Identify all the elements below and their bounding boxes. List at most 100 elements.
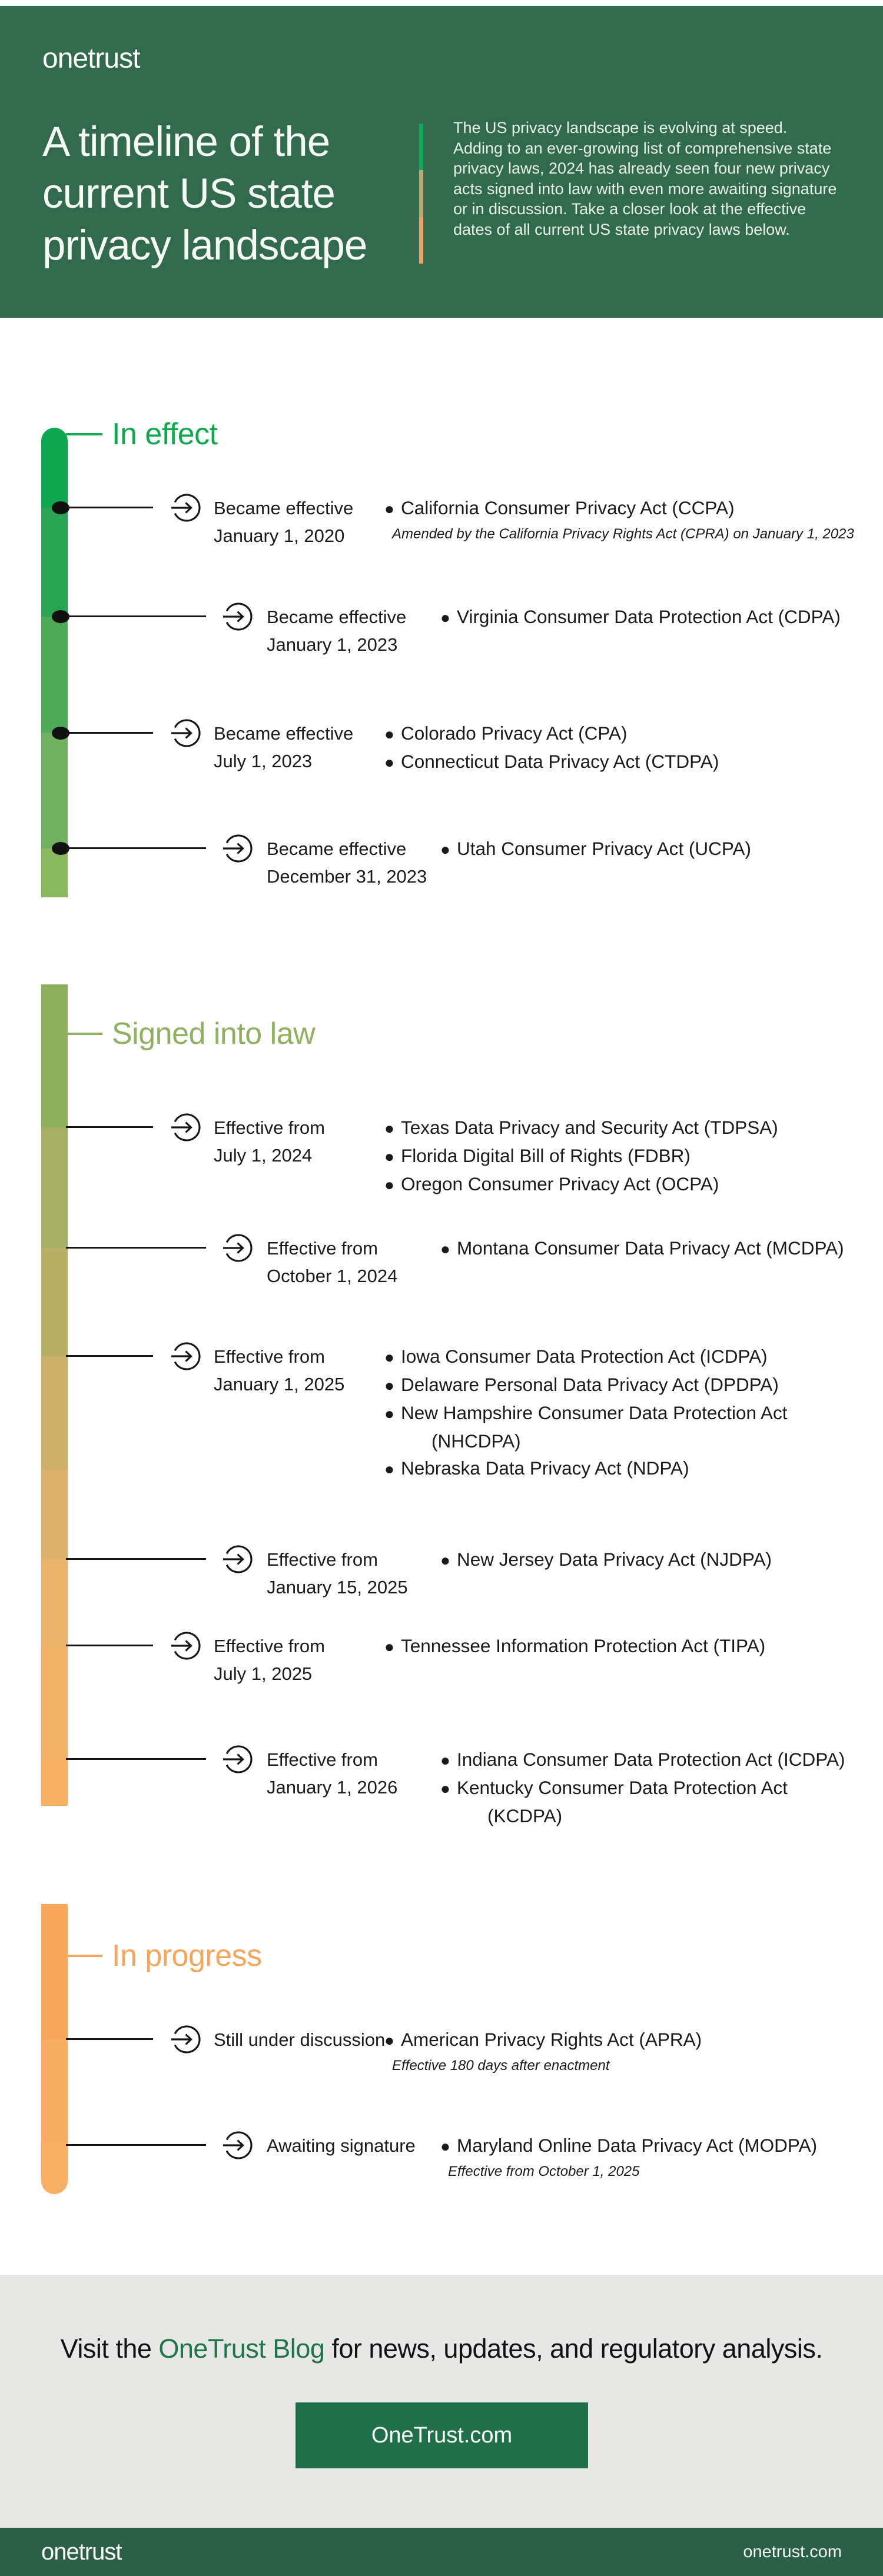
law-item: ● California Consumer Privacy Act (CCPA): [384, 494, 854, 522]
intro-paragraph: The US privacy landscape is evolving at …: [453, 119, 837, 238]
entry-date: January 1, 2023: [267, 634, 398, 655]
law-item: ● Texas Data Privacy and Security Act (TD…: [384, 1114, 778, 1142]
arrow-circle-icon: [171, 492, 203, 524]
bullet-icon: ●: [384, 1376, 394, 1394]
law-item: ● Connecticut Data Privacy Act (CTDPA): [384, 748, 719, 776]
entry-date: July 1, 2025: [214, 1663, 313, 1684]
law-name: Connecticut Data Privacy Act (CTDPA): [401, 751, 719, 772]
connector-line: [66, 847, 206, 849]
timeline-bar-in-effect: [41, 428, 68, 897]
connector-line: [66, 2038, 153, 2040]
divider-green-segment: [419, 124, 423, 171]
entry-status: Effective from: [214, 1636, 325, 1656]
footer-headline: Visit the OneTrust Blog for news, update…: [0, 2334, 883, 2364]
entry-status: Awaiting signature: [267, 2135, 416, 2156]
entry-laws: ● Iowa Consumer Data Protection Act (ICDP…: [384, 1343, 788, 1483]
entry-date: January 1, 2025: [214, 1374, 345, 1394]
onetrust-logo: onetrust: [42, 43, 140, 74]
entry-label: Became effective December 31, 2023: [267, 835, 439, 890]
timeline-bar-signed-into-law: [41, 984, 68, 1806]
entry-laws: ● California Consumer Privacy Act (CCPA) …: [384, 494, 854, 544]
arrow-circle-icon: [223, 1232, 254, 1264]
entry-laws: ● Utah Consumer Privacy Act (UCPA): [440, 835, 751, 863]
law-item: ● Florida Digital Bill of Rights (FDBR): [384, 1142, 778, 1170]
entry-date: December 31, 2023: [267, 866, 427, 887]
law-item: ● Oregon Consumer Privacy Act (OCPA): [384, 1170, 778, 1199]
bullet-icon: ●: [384, 1638, 394, 1656]
entry-laws: ● Indiana Consumer Data Protection Act (I…: [440, 1746, 845, 1829]
law-note: Effective 180 days after enactment: [392, 2058, 610, 2074]
entry-label: Effective from July 1, 2025: [214, 1632, 386, 1688]
arrow-circle-icon: [223, 833, 254, 864]
entry-laws: ● New Jersey Data Privacy Act (NJDPA): [440, 1546, 772, 1574]
accent-divider: [419, 124, 423, 264]
entry-status: Effective from: [267, 1749, 378, 1770]
law-name-continued: (NHCDPA): [431, 1430, 521, 1452]
entry-status: Still under discussion: [214, 2029, 386, 2050]
entry-date: January 1, 2020: [214, 525, 345, 546]
law-item: ● Colorado Privacy Act (CPA): [384, 720, 719, 748]
section-title: In progress: [112, 1939, 262, 1973]
onetrust-url: onetrust.com: [743, 2542, 842, 2561]
section-title: In effect: [112, 417, 218, 451]
entry-date: January 1, 2026: [267, 1777, 398, 1798]
law-name: Nebraska Data Privacy Act (NDPA): [401, 1457, 689, 1479]
law-item: ● Maryland Online Data Privacy Act (MODPA…: [440, 2132, 817, 2160]
bullet-icon: ●: [384, 1147, 394, 1166]
law-item: ● Kentucky Consumer Data Protection Act: [440, 1774, 845, 1802]
bullet-icon: ●: [384, 1405, 394, 1423]
entry-label: Effective from January 1, 2026: [267, 1746, 439, 1801]
law-item: ● American Privacy Rights Act (APRA): [384, 2026, 702, 2054]
entry-label: Became effective July 1, 2023: [214, 720, 386, 775]
onetrust-blog-link[interactable]: OneTrust Blog: [158, 2334, 325, 2364]
divider-orange-segment: [419, 217, 423, 264]
law-item: ● Iowa Consumer Data Protection Act (ICDP…: [384, 1343, 788, 1371]
section-heading-signed-into-law: Signed into law: [66, 1016, 316, 1051]
law-name: Iowa Consumer Data Protection Act (ICDPA…: [401, 1346, 768, 1367]
headline-text-post: for news, updates, and regulatory analys…: [324, 2334, 823, 2364]
timeline-dot-icon: [52, 501, 69, 514]
law-name: Utah Consumer Privacy Act (UCPA): [457, 838, 752, 859]
entry-laws: ● Montana Consumer Data Privacy Act (MCDP…: [440, 1234, 844, 1263]
bullet-icon: ●: [384, 1176, 394, 1194]
bullet-icon: ●: [440, 1551, 450, 1569]
arrow-circle-icon: [171, 2023, 203, 2055]
bullet-icon: ●: [384, 753, 394, 771]
entry-status: Effective from: [267, 1238, 378, 1259]
connector-line: [66, 732, 153, 734]
law-name: California Consumer Privacy Act (CCPA): [401, 497, 735, 518]
law-name-continued: (KCDPA): [487, 1805, 563, 1826]
law-name: Delaware Personal Data Privacy Act (DPDP…: [401, 1374, 779, 1395]
bullet-icon: ●: [384, 725, 394, 743]
entry-status: Became effective: [267, 838, 407, 859]
law-item: ● Nebraska Data Privacy Act (NDPA): [384, 1455, 788, 1483]
timeline-dot-icon: [52, 610, 69, 623]
page-title: A timeline of the current US state priva…: [42, 117, 367, 272]
law-name: Indiana Consumer Data Protection Act (IC…: [457, 1749, 845, 1770]
heading-dash-icon: [66, 1955, 102, 1957]
entry-laws: ● American Privacy Rights Act (APRA) Effe…: [384, 2026, 702, 2076]
bullet-icon: ●: [384, 500, 394, 518]
section-title: Signed into law: [112, 1017, 316, 1051]
arrow-circle-icon: [171, 717, 203, 749]
connector-line: [66, 1126, 153, 1128]
bullet-icon: ●: [440, 1779, 450, 1798]
page-title-line-1: A timeline of the: [42, 119, 330, 165]
entry-label: Effective from January 15, 2025: [267, 1546, 439, 1601]
entry-label: Awaiting signature: [267, 2132, 439, 2159]
entry-status: Became effective: [214, 723, 354, 744]
heading-dash-icon: [66, 1033, 102, 1035]
law-name: Colorado Privacy Act (CPA): [401, 723, 628, 744]
connector-line: [66, 1558, 206, 1560]
bullet-icon: ●: [384, 1119, 394, 1137]
law-item: ● Virginia Consumer Data Protection Act (…: [440, 603, 841, 631]
entry-laws: ● Maryland Online Data Privacy Act (MODPA…: [440, 2132, 817, 2182]
onetrust-com-button[interactable]: OneTrust.com: [296, 2402, 588, 2468]
law-name: New Hampshire Consumer Data Protection A…: [401, 1402, 788, 1423]
law-note: Effective from October 1, 2025: [448, 2164, 640, 2179]
divider-olive-segment: [419, 170, 423, 217]
entry-laws: ● Virginia Consumer Data Protection Act (…: [440, 603, 841, 631]
timeline-dot-icon: [52, 842, 69, 855]
law-name: Maryland Online Data Privacy Act (MODPA): [457, 2135, 818, 2156]
law-name: Oregon Consumer Privacy Act (OCPA): [401, 1173, 719, 1194]
